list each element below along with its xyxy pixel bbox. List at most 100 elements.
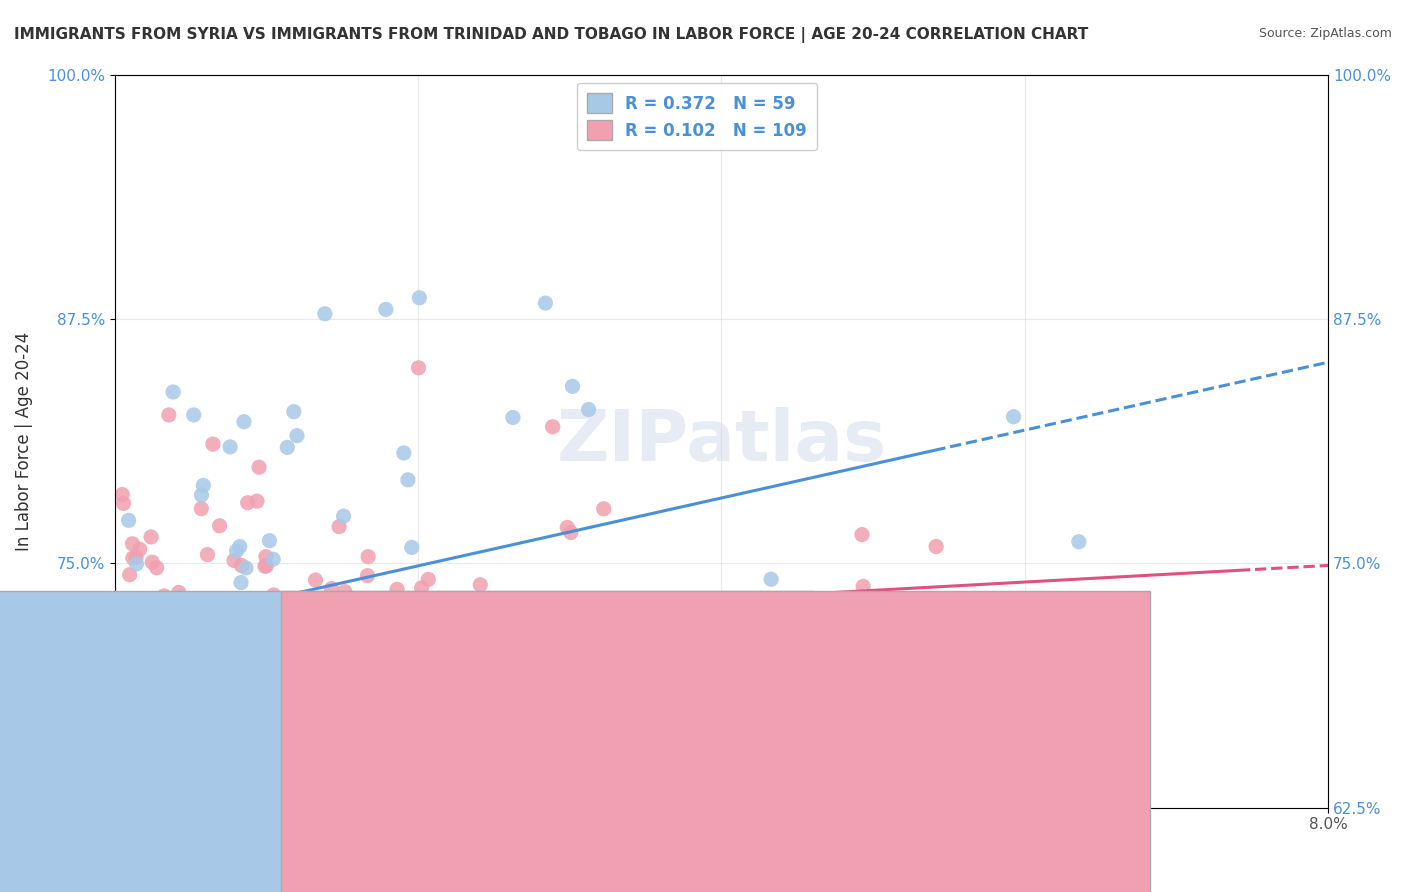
Point — [259, 648, 281, 662]
Point — [135, 712, 157, 726]
Point — [225, 544, 247, 558]
Text: Source: ZipAtlas.com: Source: ZipAtlas.com — [1258, 27, 1392, 40]
Point — [343, 620, 366, 634]
Point — [209, 661, 232, 675]
Point — [188, 678, 211, 692]
Point — [205, 646, 228, 660]
Point — [167, 585, 190, 599]
Point — [157, 408, 180, 422]
Point — [418, 573, 440, 587]
Point — [359, 665, 381, 679]
Point — [190, 501, 212, 516]
Point — [263, 588, 285, 602]
Point — [460, 747, 482, 762]
Point — [200, 716, 222, 731]
Point — [131, 788, 153, 802]
Point — [321, 582, 343, 596]
Point — [560, 525, 582, 540]
Point — [226, 684, 249, 698]
Point — [578, 402, 600, 417]
Point — [121, 705, 143, 719]
Point — [304, 573, 326, 587]
Point — [470, 578, 492, 592]
Y-axis label: In Labor Force | Age 20-24: In Labor Force | Age 20-24 — [15, 332, 32, 550]
Point — [411, 581, 433, 595]
Point — [285, 428, 308, 442]
Point — [404, 621, 426, 635]
Point — [218, 619, 240, 633]
Point — [127, 612, 149, 626]
Point — [120, 690, 142, 705]
Point — [194, 640, 217, 654]
Point — [215, 740, 238, 755]
Point — [314, 307, 336, 321]
Point — [121, 537, 143, 551]
Point — [253, 686, 276, 700]
Point — [396, 473, 419, 487]
Point — [276, 441, 298, 455]
Point — [357, 549, 380, 564]
Text: IMMIGRANTS FROM SYRIA VS IMMIGRANTS FROM TRINIDAD AND TOBAGO IN LABOR FORCE | AG: IMMIGRANTS FROM SYRIA VS IMMIGRANTS FROM… — [14, 27, 1088, 43]
Point — [204, 748, 226, 763]
Point — [318, 601, 340, 615]
Point — [148, 647, 170, 661]
Point — [254, 558, 277, 573]
Text: Immigrants from Syria: Immigrants from Syria — [406, 859, 578, 874]
Point — [408, 360, 430, 375]
Point — [534, 296, 557, 310]
Point — [112, 659, 135, 673]
Point — [162, 633, 184, 648]
Point — [170, 609, 193, 624]
Point — [374, 302, 396, 317]
Point — [162, 384, 184, 399]
Point — [204, 627, 226, 641]
Point — [352, 671, 374, 685]
Point — [205, 612, 228, 626]
Point — [120, 643, 142, 657]
Point — [219, 440, 242, 454]
Point — [555, 520, 578, 534]
Point — [1002, 409, 1025, 424]
Point — [270, 723, 292, 737]
Point — [925, 540, 948, 554]
Point — [149, 647, 172, 661]
Point — [193, 478, 215, 492]
Point — [283, 405, 305, 419]
Point — [592, 501, 614, 516]
Point — [380, 743, 402, 757]
Point — [852, 579, 875, 593]
Point — [297, 698, 319, 713]
Point — [395, 615, 418, 629]
Point — [356, 568, 378, 582]
Point — [201, 437, 224, 451]
Point — [364, 688, 387, 702]
Point — [287, 744, 309, 758]
Point — [366, 593, 388, 607]
Point — [208, 518, 231, 533]
Point — [122, 550, 145, 565]
Point — [217, 682, 239, 697]
Point — [401, 541, 423, 555]
Point — [115, 762, 138, 776]
Point — [145, 620, 167, 634]
Point — [319, 638, 342, 652]
Point — [256, 616, 278, 631]
Point — [330, 676, 353, 690]
Point — [541, 419, 564, 434]
Point — [502, 596, 524, 610]
Point — [301, 648, 323, 663]
Point — [385, 582, 408, 597]
Point — [198, 623, 221, 637]
Point — [112, 496, 135, 510]
Legend: R = 0.372   N = 59, R = 0.102   N = 109: R = 0.372 N = 59, R = 0.102 N = 109 — [576, 83, 817, 150]
Point — [111, 636, 134, 650]
Point — [145, 561, 167, 575]
Point — [111, 487, 134, 501]
Point — [229, 575, 252, 590]
Point — [190, 488, 212, 502]
Point — [408, 291, 430, 305]
Point — [759, 572, 782, 586]
Point — [139, 530, 162, 544]
Point — [402, 609, 425, 624]
Point — [502, 410, 524, 425]
